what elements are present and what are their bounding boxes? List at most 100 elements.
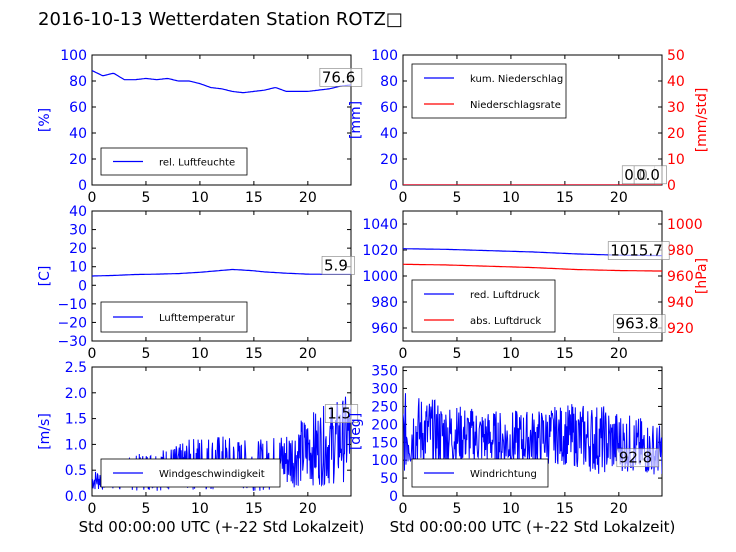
pressure-legend-label: abs. Luftdruck bbox=[470, 316, 541, 327]
windspeed-y-tick-label: 2.0 bbox=[65, 386, 87, 402]
precip-legend-label: kum. Niederschlag bbox=[470, 74, 563, 85]
temperature-y-tick-label: −10 bbox=[57, 297, 87, 313]
windspeed-annotation-box bbox=[324, 404, 359, 423]
pressure-x-tick-label: 5 bbox=[452, 346, 461, 362]
humidity-legend-label: rel. Luftfeuchte bbox=[159, 158, 235, 169]
pressure-y2-tick-label: 980 bbox=[667, 243, 694, 259]
precip-y-tick-label: 20 bbox=[380, 152, 398, 168]
windspeed-x-axis-label: Std 00:00:00 UTC (+-22 Std Lokalzeit) bbox=[79, 518, 365, 536]
windspeed-x-tick-label: 20 bbox=[299, 501, 317, 517]
winddir-x-tick-label: 10 bbox=[502, 501, 520, 517]
humidity-y-tick-label: 20 bbox=[69, 152, 87, 168]
pressure-annotation-box bbox=[607, 241, 670, 260]
temperature-x-tick-label: 0 bbox=[88, 346, 97, 362]
humidity-y-axis-label: [%] bbox=[37, 108, 53, 132]
pressure-y2-axis-label: [hPa] bbox=[694, 258, 710, 294]
precip-annotation-box bbox=[633, 165, 667, 185]
precip-legend-label: Niederschlagsrate bbox=[470, 100, 561, 111]
temperature-y-tick-label: −20 bbox=[57, 315, 87, 331]
humidity-annotation-box bbox=[319, 68, 363, 87]
humidity-axes-frame bbox=[91, 54, 352, 186]
windspeed-axes-frame bbox=[91, 366, 352, 497]
temperature-x-tick-label: 5 bbox=[141, 346, 150, 362]
pressure-y-tick-label: 1020 bbox=[362, 243, 398, 259]
humidity-series-0 bbox=[92, 70, 351, 94]
temperature-y-tick-label: 20 bbox=[69, 241, 87, 257]
winddir-y-tick-label: 300 bbox=[371, 382, 398, 398]
humidity-y-tick-label: 40 bbox=[69, 126, 87, 142]
winddir-x-tick-label: 5 bbox=[452, 501, 461, 517]
precip-x-tick-label: 10 bbox=[502, 190, 520, 206]
pressure-y2-tick-label: 940 bbox=[667, 295, 694, 311]
precip-y2-axis-label: [mm/std] bbox=[694, 88, 710, 153]
pressure-legend-box bbox=[411, 279, 556, 333]
figure-title: 2016-10-13 Wetterdaten Station ROTZ□ bbox=[38, 9, 403, 30]
precip-y-tick-label: 60 bbox=[380, 100, 398, 116]
humidity-y-tick-label: 60 bbox=[69, 100, 87, 116]
temperature-y-tick-label: 40 bbox=[69, 204, 87, 220]
precip-y2-tick-label: 40 bbox=[667, 74, 685, 90]
pressure-annotation-box bbox=[613, 314, 666, 333]
pressure-y2-tick-label: 1000 bbox=[667, 217, 703, 233]
temperature-x-tick-label: 15 bbox=[245, 346, 263, 362]
humidity-x-tick-label: 0 bbox=[88, 190, 97, 206]
precip-y-tick-label: 100 bbox=[371, 48, 398, 64]
precip-y-axis-label: [mm] bbox=[348, 101, 364, 139]
humidity-annotation-0: 76.6 bbox=[322, 68, 355, 86]
temperature-x-tick-label: 20 bbox=[299, 346, 317, 362]
winddir-y-tick-label: 200 bbox=[371, 417, 398, 433]
winddir-x-tick-label: 20 bbox=[610, 501, 628, 517]
pressure-y-tick-label: 960 bbox=[371, 321, 398, 337]
precip-y-tick-label: 40 bbox=[380, 126, 398, 142]
precip-y2-tick-label: 10 bbox=[667, 152, 685, 168]
windspeed-y-tick-label: 1.0 bbox=[65, 437, 87, 453]
precip-y2-tick-label: 0 bbox=[667, 178, 676, 194]
humidity-y-tick-label: 0 bbox=[78, 178, 87, 194]
pressure-legend-label: red. Luftdruck bbox=[470, 290, 540, 301]
temperature-x-tick-label: 10 bbox=[191, 346, 209, 362]
windspeed-x-tick-label: 10 bbox=[191, 501, 209, 517]
precip-y-tick-label: 80 bbox=[380, 74, 398, 90]
pressure-x-tick-label: 15 bbox=[556, 346, 574, 362]
windspeed-x-tick-label: 5 bbox=[141, 501, 150, 517]
precip-x-tick-label: 15 bbox=[556, 190, 574, 206]
humidity-x-tick-label: 20 bbox=[299, 190, 317, 206]
humidity-x-tick-label: 15 bbox=[245, 190, 263, 206]
pressure-y2-tick-label: 960 bbox=[667, 269, 694, 285]
pressure-y-tick-label: 1040 bbox=[362, 217, 398, 233]
windspeed-y-tick-label: 2.5 bbox=[65, 360, 87, 376]
windspeed-x-tick-label: 15 bbox=[245, 501, 263, 517]
windspeed-y-tick-label: 0.0 bbox=[65, 489, 87, 505]
temperature-annotation-box bbox=[321, 256, 355, 275]
precip-x-tick-label: 5 bbox=[452, 190, 461, 206]
winddir-x-axis-label: Std 00:00:00 UTC (+-22 Std Lokalzeit) bbox=[390, 518, 676, 536]
winddir-y-tick-label: 350 bbox=[371, 364, 398, 380]
pressure-annotation-1: 963.8 bbox=[616, 315, 659, 333]
winddir-y-tick-label: 250 bbox=[371, 399, 398, 415]
winddir-annotation-0: 92.8 bbox=[619, 449, 652, 467]
precip-x-tick-label: 0 bbox=[399, 190, 408, 206]
winddir-y-tick-label: 150 bbox=[371, 435, 398, 451]
pressure-x-tick-label: 20 bbox=[610, 346, 628, 362]
temperature-y-tick-label: −30 bbox=[57, 334, 87, 350]
temperature-y-tick-label: 30 bbox=[69, 223, 87, 239]
pressure-y-tick-label: 980 bbox=[371, 295, 398, 311]
pressure-y-tick-label: 1000 bbox=[362, 269, 398, 285]
precip-y2-tick-label: 20 bbox=[667, 126, 685, 142]
precip-x-tick-label: 20 bbox=[610, 190, 628, 206]
windspeed-x-tick-label: 0 bbox=[88, 501, 97, 517]
pressure-x-tick-label: 10 bbox=[502, 346, 520, 362]
precip-legend-box bbox=[411, 63, 567, 119]
precip-annotation-1: 0.0 bbox=[636, 166, 660, 184]
humidity-x-tick-label: 5 bbox=[141, 190, 150, 206]
precip-y-tick-label: 0 bbox=[389, 178, 398, 194]
windspeed-annotation-0: 1.5 bbox=[327, 405, 351, 423]
pressure-annotation-0: 1015.7 bbox=[610, 242, 663, 260]
windspeed-legend-label: Windgeschwindigkeit bbox=[159, 469, 265, 480]
pressure-x-tick-label: 0 bbox=[399, 346, 408, 362]
temperature-series-0 bbox=[92, 268, 351, 277]
winddir-series-0 bbox=[403, 393, 662, 475]
temperature-y-tick-label: 10 bbox=[69, 260, 87, 276]
precip-y2-tick-label: 30 bbox=[667, 100, 685, 116]
